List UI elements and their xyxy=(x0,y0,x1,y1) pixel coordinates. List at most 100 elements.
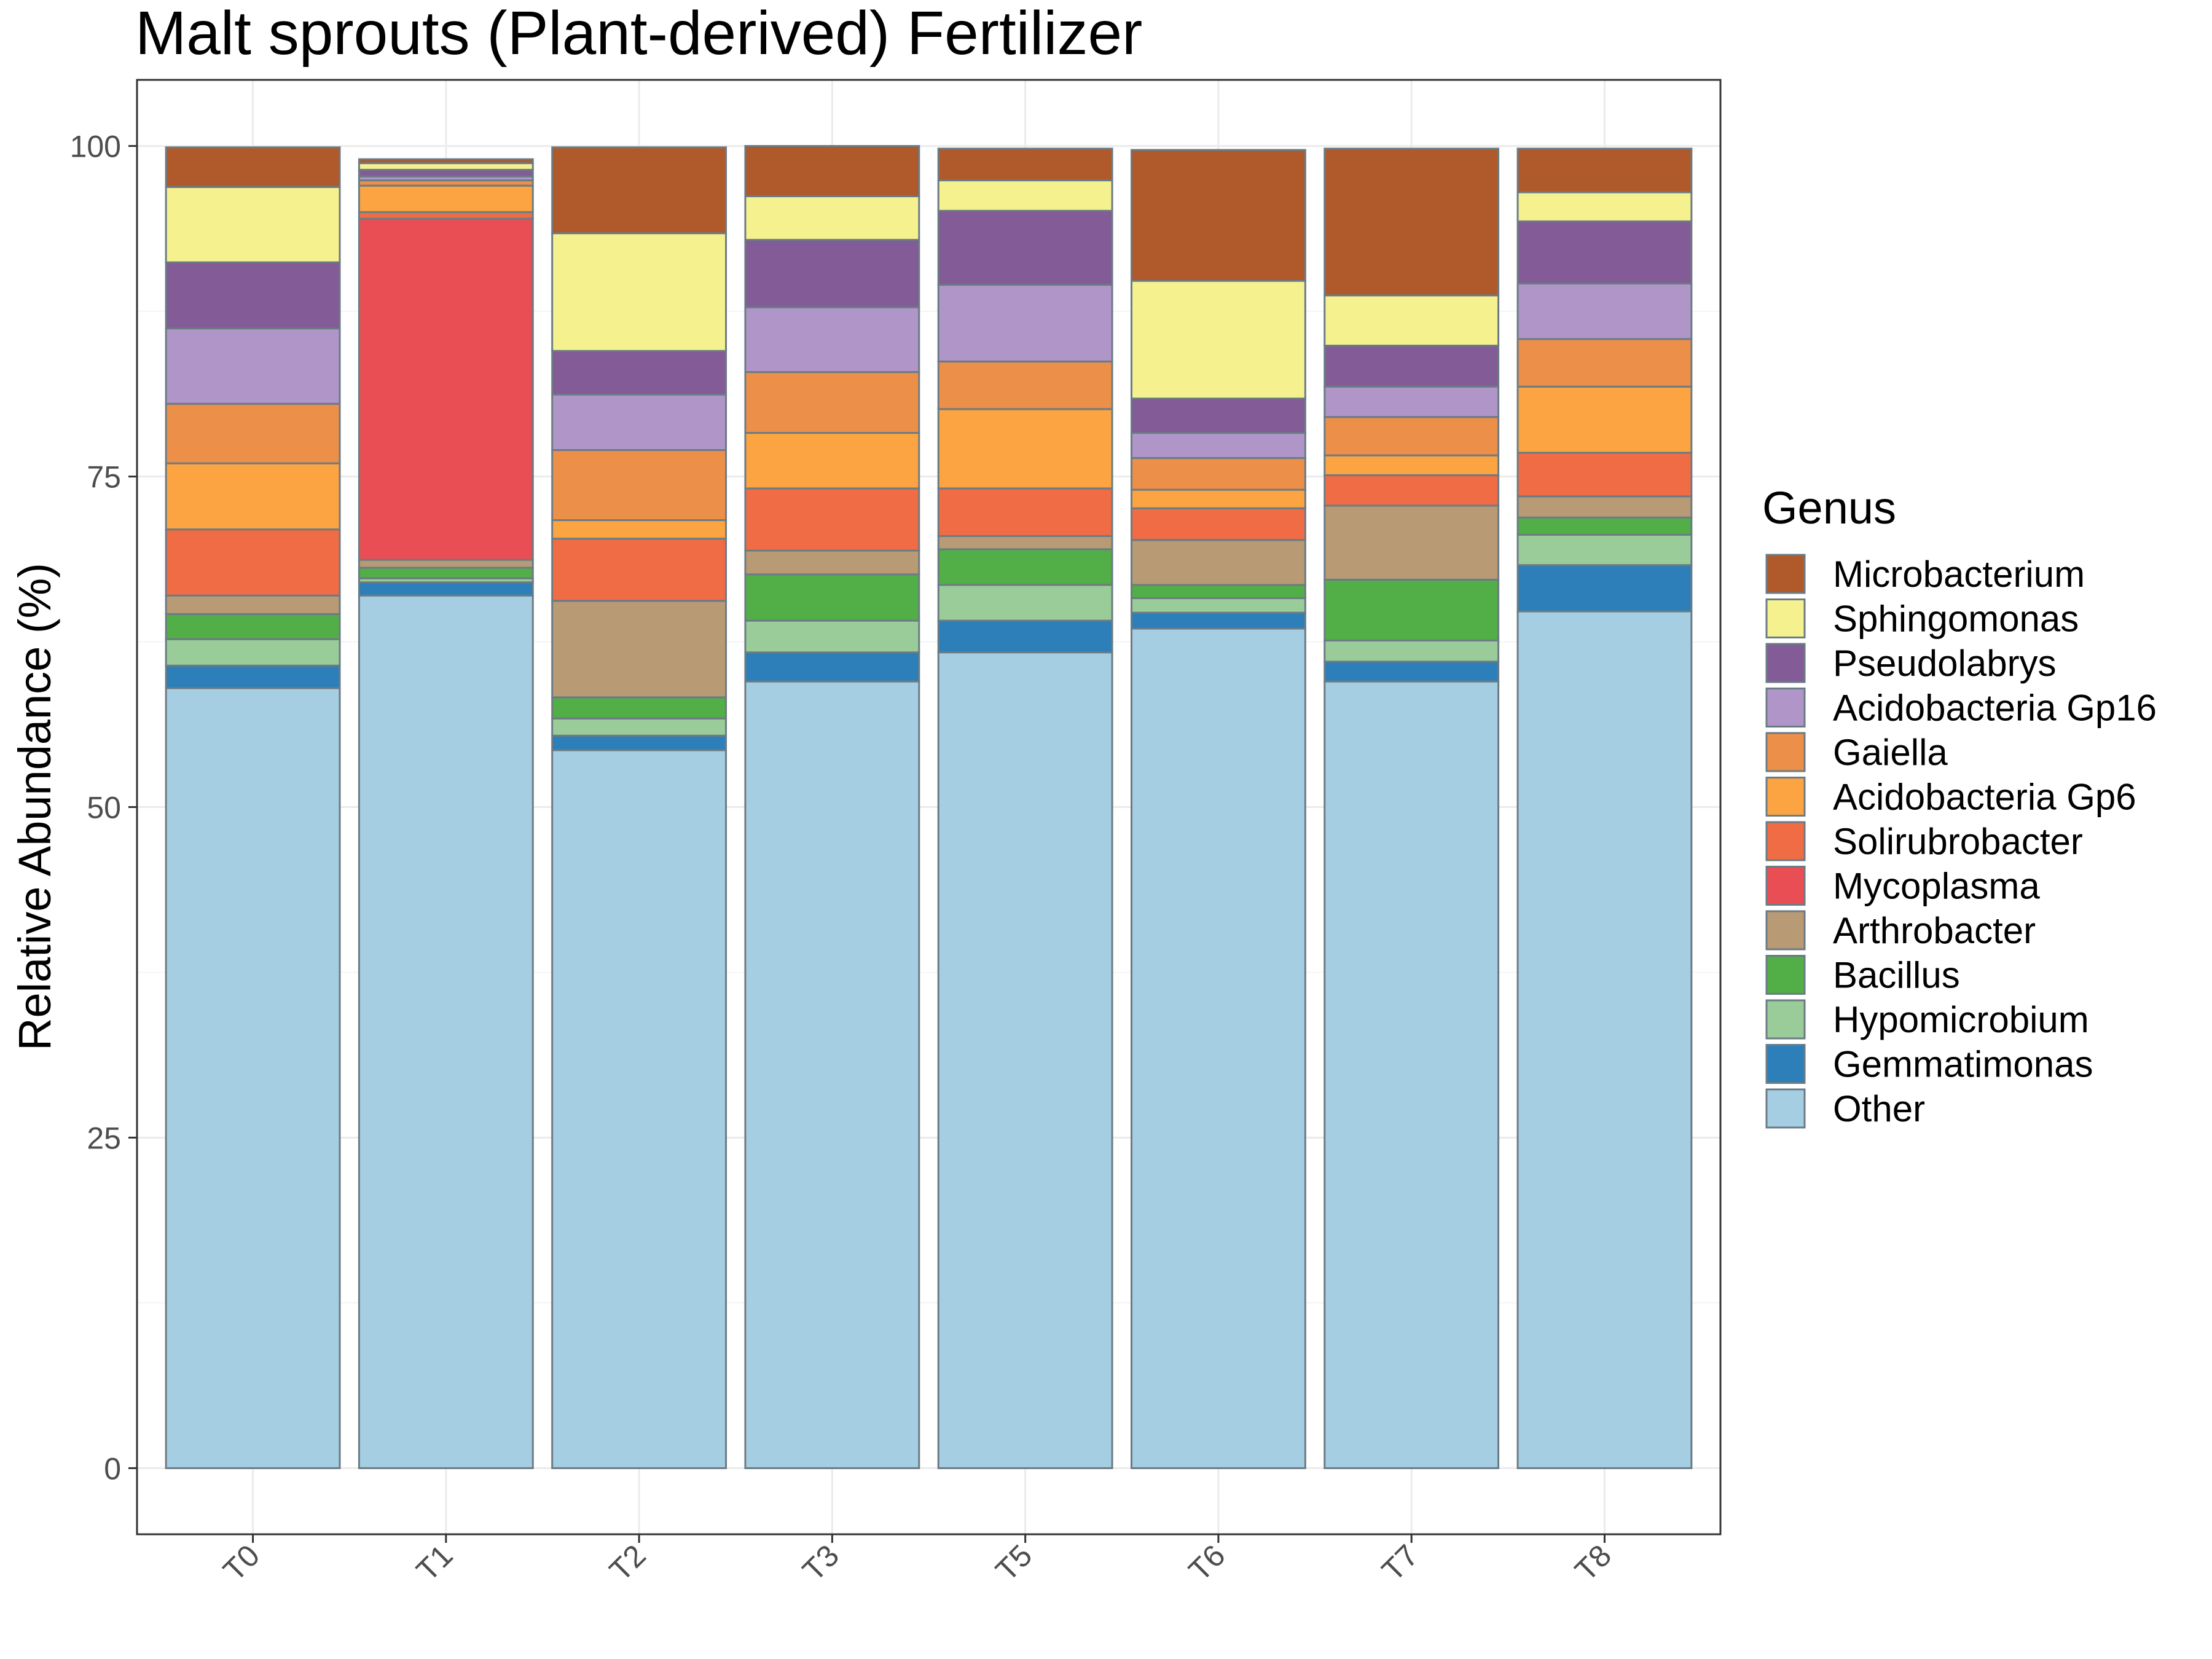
bar-segment-acidobacteria-gp6 xyxy=(358,184,534,213)
legend-swatch xyxy=(1765,1044,1806,1084)
legend-label: Hypomicrobium xyxy=(1833,999,2089,1040)
bar-segment-sphingomonas xyxy=(744,195,920,241)
bar-segment-gemmatimonas xyxy=(937,619,1113,654)
bar-segment-gemmatimonas xyxy=(1516,564,1693,613)
bar-segment-pseudolabrys xyxy=(937,210,1113,286)
legend-label: Solirubrobacter xyxy=(1833,821,2083,862)
bar-segment-solirubrobacter xyxy=(937,487,1113,537)
bar-segment-microbacterium xyxy=(165,146,341,188)
legend-label: Mycoplasma xyxy=(1833,866,2040,907)
bar-segment-microbacterium xyxy=(937,147,1113,182)
legend: Genus MicrobacteriumSphingomonasPseudola… xyxy=(1762,482,2157,1129)
legend-item-mycoplasma: Mycoplasma xyxy=(1765,866,2040,907)
legend-item-pseudolabrys: Pseudolabrys xyxy=(1765,643,2057,684)
bar-segment-gemmatimonas xyxy=(1130,611,1306,630)
legend-item-other: Other xyxy=(1765,1088,1925,1129)
bar-segment-pseudolabrys xyxy=(1516,220,1693,284)
bar-segment-bacillus xyxy=(1516,516,1693,536)
legend-swatch xyxy=(1765,688,1806,728)
bar-segment-sphingomonas xyxy=(358,162,534,171)
bar-segment-bacillus xyxy=(165,613,341,640)
y-tick-label: 25 xyxy=(87,1121,121,1155)
bar-segment-pseudolabrys xyxy=(358,168,534,178)
bar-segment-arthrobacter xyxy=(1516,495,1693,519)
bar-segment-pseudolabrys xyxy=(1324,345,1500,388)
bar-segment-gaiella xyxy=(1324,416,1500,457)
bar-stack-T1 xyxy=(358,158,534,1469)
legend-item-bacillus: Bacillus xyxy=(1765,955,1960,996)
y-tick-label: 75 xyxy=(87,460,121,495)
bar-segment-other xyxy=(551,749,728,1469)
bar-segment-solirubrobacter xyxy=(551,538,728,602)
bar-segment-pseudolabrys xyxy=(165,261,341,330)
bar-segment-acidobacteria-gp6 xyxy=(1516,385,1693,454)
bar-segment-solirubrobacter xyxy=(165,528,341,597)
legend-label: Acidobacteria Gp6 xyxy=(1833,777,2136,818)
legend-label: Other xyxy=(1833,1088,1925,1129)
legend-label: Gaiella xyxy=(1833,732,1948,773)
legend-swatch xyxy=(1765,1088,1806,1129)
bar-segment-arthrobacter xyxy=(358,559,534,569)
bar-stack-T7 xyxy=(1324,147,1500,1469)
bar-segment-hypomicrobium xyxy=(1324,639,1500,663)
y-tick-label: 100 xyxy=(70,130,121,164)
bars xyxy=(165,145,1693,1469)
bar-segment-acidobacteria-gp6 xyxy=(1130,488,1306,509)
legend-swatch xyxy=(1765,554,1806,594)
bar-segment-arthrobacter xyxy=(937,535,1113,551)
bar-segment-acidobacteria-gp16 xyxy=(165,327,341,405)
bar-segment-gaiella xyxy=(551,449,728,522)
bar-segment-gemmatimonas xyxy=(358,581,534,597)
bar-stack-T3 xyxy=(744,145,920,1469)
bar-stack-T0 xyxy=(165,146,341,1469)
bar-segment-arthrobacter xyxy=(744,549,920,576)
bar-segment-other xyxy=(937,651,1113,1469)
bar-segment-hypomicrobium xyxy=(744,619,920,654)
bar-stack-T2 xyxy=(551,146,728,1469)
bar-segment-arthrobacter xyxy=(551,600,728,699)
bar-segment-mycoplasma xyxy=(358,218,534,561)
bar-segment-other xyxy=(744,680,920,1469)
bar-segment-hypomicrobium xyxy=(551,717,728,737)
legend-label: Acidobacteria Gp16 xyxy=(1833,688,2157,729)
bar-stack-T5 xyxy=(937,147,1113,1469)
bar-segment-gaiella xyxy=(744,371,920,434)
y-tick-label: 50 xyxy=(87,791,121,825)
legend-item-microbacterium: Microbacterium xyxy=(1765,554,2085,595)
legend-label: Microbacterium xyxy=(1833,554,2085,595)
chart-title: Malt sprouts (Plant-derived) Fertilizer xyxy=(135,0,1142,68)
bar-segment-other xyxy=(1324,680,1500,1469)
bar-segment-pseudolabrys xyxy=(551,350,728,396)
bar-segment-gemmatimonas xyxy=(165,664,341,689)
bar-segment-gemmatimonas xyxy=(551,734,728,751)
legend-swatch xyxy=(1765,866,1806,906)
bar-segment-bacillus xyxy=(1130,584,1306,600)
legend-swatch xyxy=(1765,999,1806,1040)
bar-segment-microbacterium xyxy=(1324,147,1500,297)
bar-segment-acidobacteria-gp16 xyxy=(744,306,920,374)
bar-segment-hypomicrobium xyxy=(937,584,1113,622)
legend-label: Arthrobacter xyxy=(1833,910,2036,951)
bar-segment-sphingomonas xyxy=(937,179,1113,212)
bar-segment-bacillus xyxy=(744,573,920,622)
legend-swatch xyxy=(1765,910,1806,951)
bar-segment-other xyxy=(165,687,341,1469)
bar-segment-arthrobacter xyxy=(1324,504,1500,581)
bar-stack-T6 xyxy=(1130,149,1306,1469)
legend-swatch xyxy=(1765,821,1806,861)
bar-segment-acidobacteria-gp6 xyxy=(551,519,728,540)
bar-segment-acidobacteria-gp6 xyxy=(1324,454,1500,476)
bar-segment-gaiella xyxy=(165,402,341,465)
bar-segment-gemmatimonas xyxy=(744,651,920,683)
bar-segment-arthrobacter xyxy=(165,594,341,615)
legend-swatch xyxy=(1765,777,1806,817)
legend-swatch xyxy=(1765,643,1806,683)
bar-segment-sphingomonas xyxy=(165,186,341,264)
bar-segment-microbacterium xyxy=(1130,149,1306,282)
bar-segment-acidobacteria-gp16 xyxy=(1516,282,1693,340)
legend-label: Bacillus xyxy=(1833,955,1960,996)
bar-segment-microbacterium xyxy=(358,158,534,165)
legend-label: Pseudolabrys xyxy=(1833,643,2057,684)
bar-segment-solirubrobacter xyxy=(1130,507,1306,541)
bar-segment-solirubrobacter xyxy=(744,487,920,552)
